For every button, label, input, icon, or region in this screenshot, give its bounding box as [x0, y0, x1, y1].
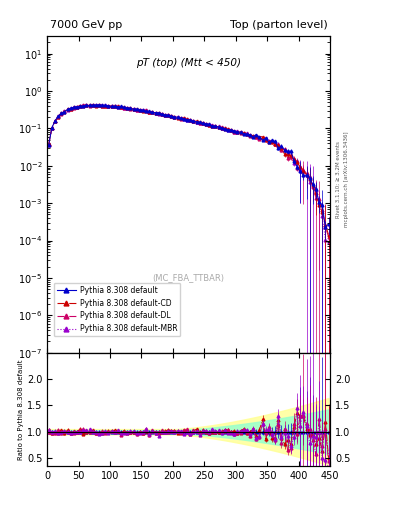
Y-axis label: Ratio to Pythia 8.308 default: Ratio to Pythia 8.308 default: [18, 359, 24, 460]
Text: mcplots.cern.ch [arXiv:1306.3436]: mcplots.cern.ch [arXiv:1306.3436]: [344, 132, 349, 227]
Legend: Pythia 8.308 default, Pythia 8.308 default-CD, Pythia 8.308 default-DL, Pythia 8: Pythia 8.308 default, Pythia 8.308 defau…: [54, 283, 180, 336]
Text: pT (top) (Mtt < 450): pT (top) (Mtt < 450): [136, 58, 241, 68]
Text: Top (parton level): Top (parton level): [230, 19, 327, 30]
Text: (MC_FBA_TTBAR): (MC_FBA_TTBAR): [152, 273, 225, 283]
Text: Rivet 3.1.10; ≥ 3.2M events: Rivet 3.1.10; ≥ 3.2M events: [336, 141, 341, 218]
Text: 7000 GeV pp: 7000 GeV pp: [50, 19, 122, 30]
